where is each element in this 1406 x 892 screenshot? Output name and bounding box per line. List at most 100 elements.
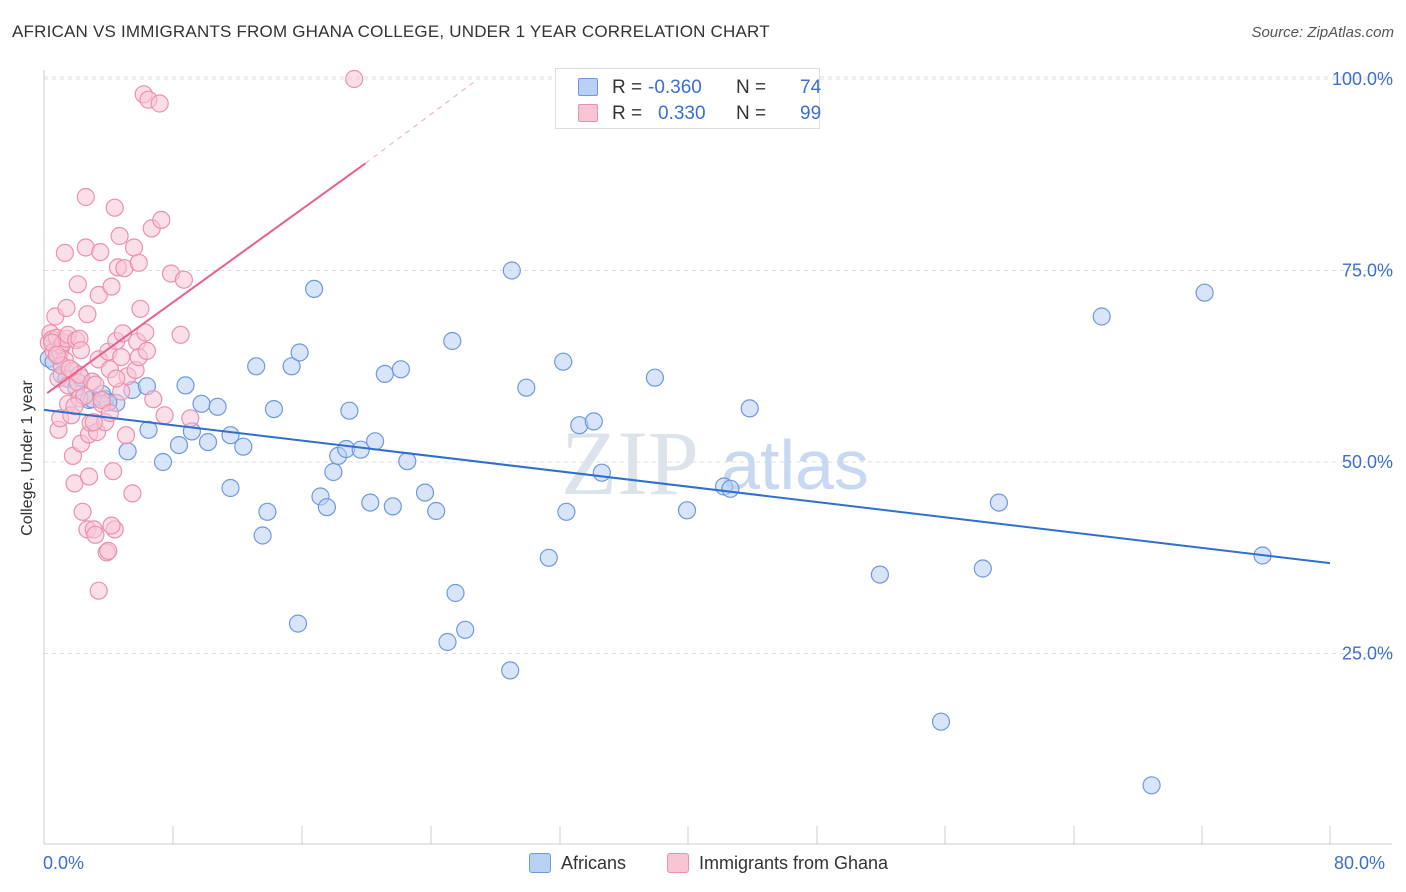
africans-point	[282, 357, 301, 376]
africans-point	[557, 502, 576, 521]
ghana-point	[99, 541, 118, 561]
ghana-point	[68, 275, 87, 294]
africans-point	[1195, 283, 1214, 302]
africans-point	[740, 399, 759, 418]
ghana-point	[65, 397, 84, 416]
ghana-point	[86, 525, 105, 544]
source-label: Source: ZipAtlas.com	[1251, 24, 1394, 41]
ghana-trend-line	[46, 162, 367, 394]
africans-point	[208, 397, 227, 416]
africans-point	[169, 436, 189, 455]
africans-point	[443, 331, 462, 351]
ghana-point	[60, 359, 79, 378]
africans-point	[366, 432, 385, 451]
x-tick-label-min: 0.0%	[43, 853, 85, 873]
africans-point	[383, 497, 402, 516]
ghana-point	[57, 298, 76, 318]
axes	[43, 70, 1392, 845]
ghana-point	[105, 198, 124, 217]
africans-point	[305, 279, 324, 298]
africans-point	[446, 583, 465, 603]
ghana-point	[103, 462, 123, 481]
africans-point	[118, 442, 137, 461]
r-label: R =	[612, 103, 643, 124]
r-label: R =	[612, 77, 643, 98]
africans-point	[1092, 307, 1111, 326]
stats-box: R = -0.360 N = 74 R = 0.330 N = 99	[555, 68, 822, 129]
ghana-point	[174, 270, 193, 289]
africans-points	[39, 261, 1272, 795]
africans-point	[415, 483, 435, 502]
ghana-point	[131, 299, 150, 318]
y-tick-label: 75.0%	[1342, 261, 1393, 281]
africans-point	[139, 420, 158, 439]
ghana-point	[150, 94, 169, 113]
africans-point	[554, 352, 573, 371]
trend-lines	[43, 78, 1331, 565]
africans-point	[375, 364, 394, 383]
africans-point	[456, 620, 475, 639]
africans-point	[221, 478, 240, 498]
africans-point	[870, 565, 890, 584]
africans-point	[517, 378, 536, 397]
ghana-point	[73, 502, 92, 521]
ghana-point	[102, 277, 121, 296]
africans-point	[1142, 776, 1161, 795]
y-tick-labels: 25.0% 50.0% 75.0% 100.0%	[1332, 69, 1393, 664]
africans-point	[247, 357, 266, 376]
ghana-point	[102, 516, 121, 535]
ghana-point	[84, 413, 103, 432]
africans-point	[677, 501, 697, 520]
africans-point	[361, 493, 380, 512]
africans-point	[264, 400, 283, 419]
ghana-point	[129, 253, 148, 272]
ghana-point	[155, 406, 174, 425]
ghana-point	[171, 325, 190, 344]
legend-label-ghana: Immigrants from Ghana	[699, 853, 889, 873]
ghana-point	[91, 243, 110, 262]
africans-trend-line	[43, 408, 1331, 565]
ghana-point	[152, 210, 171, 229]
africans-point	[592, 463, 611, 482]
africans-point	[253, 526, 272, 545]
africans-point	[324, 462, 343, 482]
africans-swatch	[578, 78, 598, 96]
africans-point	[398, 452, 417, 471]
africans-point	[721, 479, 740, 498]
n-label: N =	[736, 77, 767, 98]
ghana-point	[107, 369, 126, 388]
africans-point	[427, 501, 446, 521]
ghana-point	[345, 69, 364, 89]
africans-point	[438, 632, 457, 652]
africans-point	[391, 360, 410, 379]
africans-point	[317, 498, 336, 517]
r-value: -0.360	[648, 77, 702, 98]
chart-title: AFRICAN VS IMMIGRANTS FROM GHANA COLLEGE…	[12, 22, 770, 41]
y-tick-label: 100.0%	[1332, 69, 1393, 89]
africans-point	[290, 343, 309, 362]
ghana-point	[89, 285, 108, 305]
africans-point	[234, 437, 253, 456]
watermark-atlas: atlas	[721, 426, 869, 504]
y-axis-label: College, Under 1 year	[19, 380, 36, 536]
ghana-swatch	[578, 104, 598, 122]
ghana-point	[71, 341, 91, 360]
x-tick-label-max: 80.0%	[1334, 853, 1386, 873]
y-tick-label: 50.0%	[1342, 452, 1393, 472]
africans-point	[153, 452, 173, 472]
africans-point	[973, 559, 992, 578]
n-value: 74	[800, 77, 822, 98]
africans-point	[176, 376, 195, 395]
africans-point	[645, 368, 665, 387]
legend-swatch-africans	[529, 853, 551, 873]
n-label: N =	[736, 103, 767, 124]
y-tick-label: 25.0%	[1342, 644, 1393, 664]
ghana-point	[110, 226, 129, 246]
legend-label-africans: Africans	[561, 853, 627, 873]
ghana-point	[92, 390, 112, 410]
africans-point	[502, 261, 521, 280]
ghana-point	[86, 375, 105, 394]
africans-point	[989, 493, 1009, 512]
legend-swatch-ghana	[667, 853, 689, 873]
